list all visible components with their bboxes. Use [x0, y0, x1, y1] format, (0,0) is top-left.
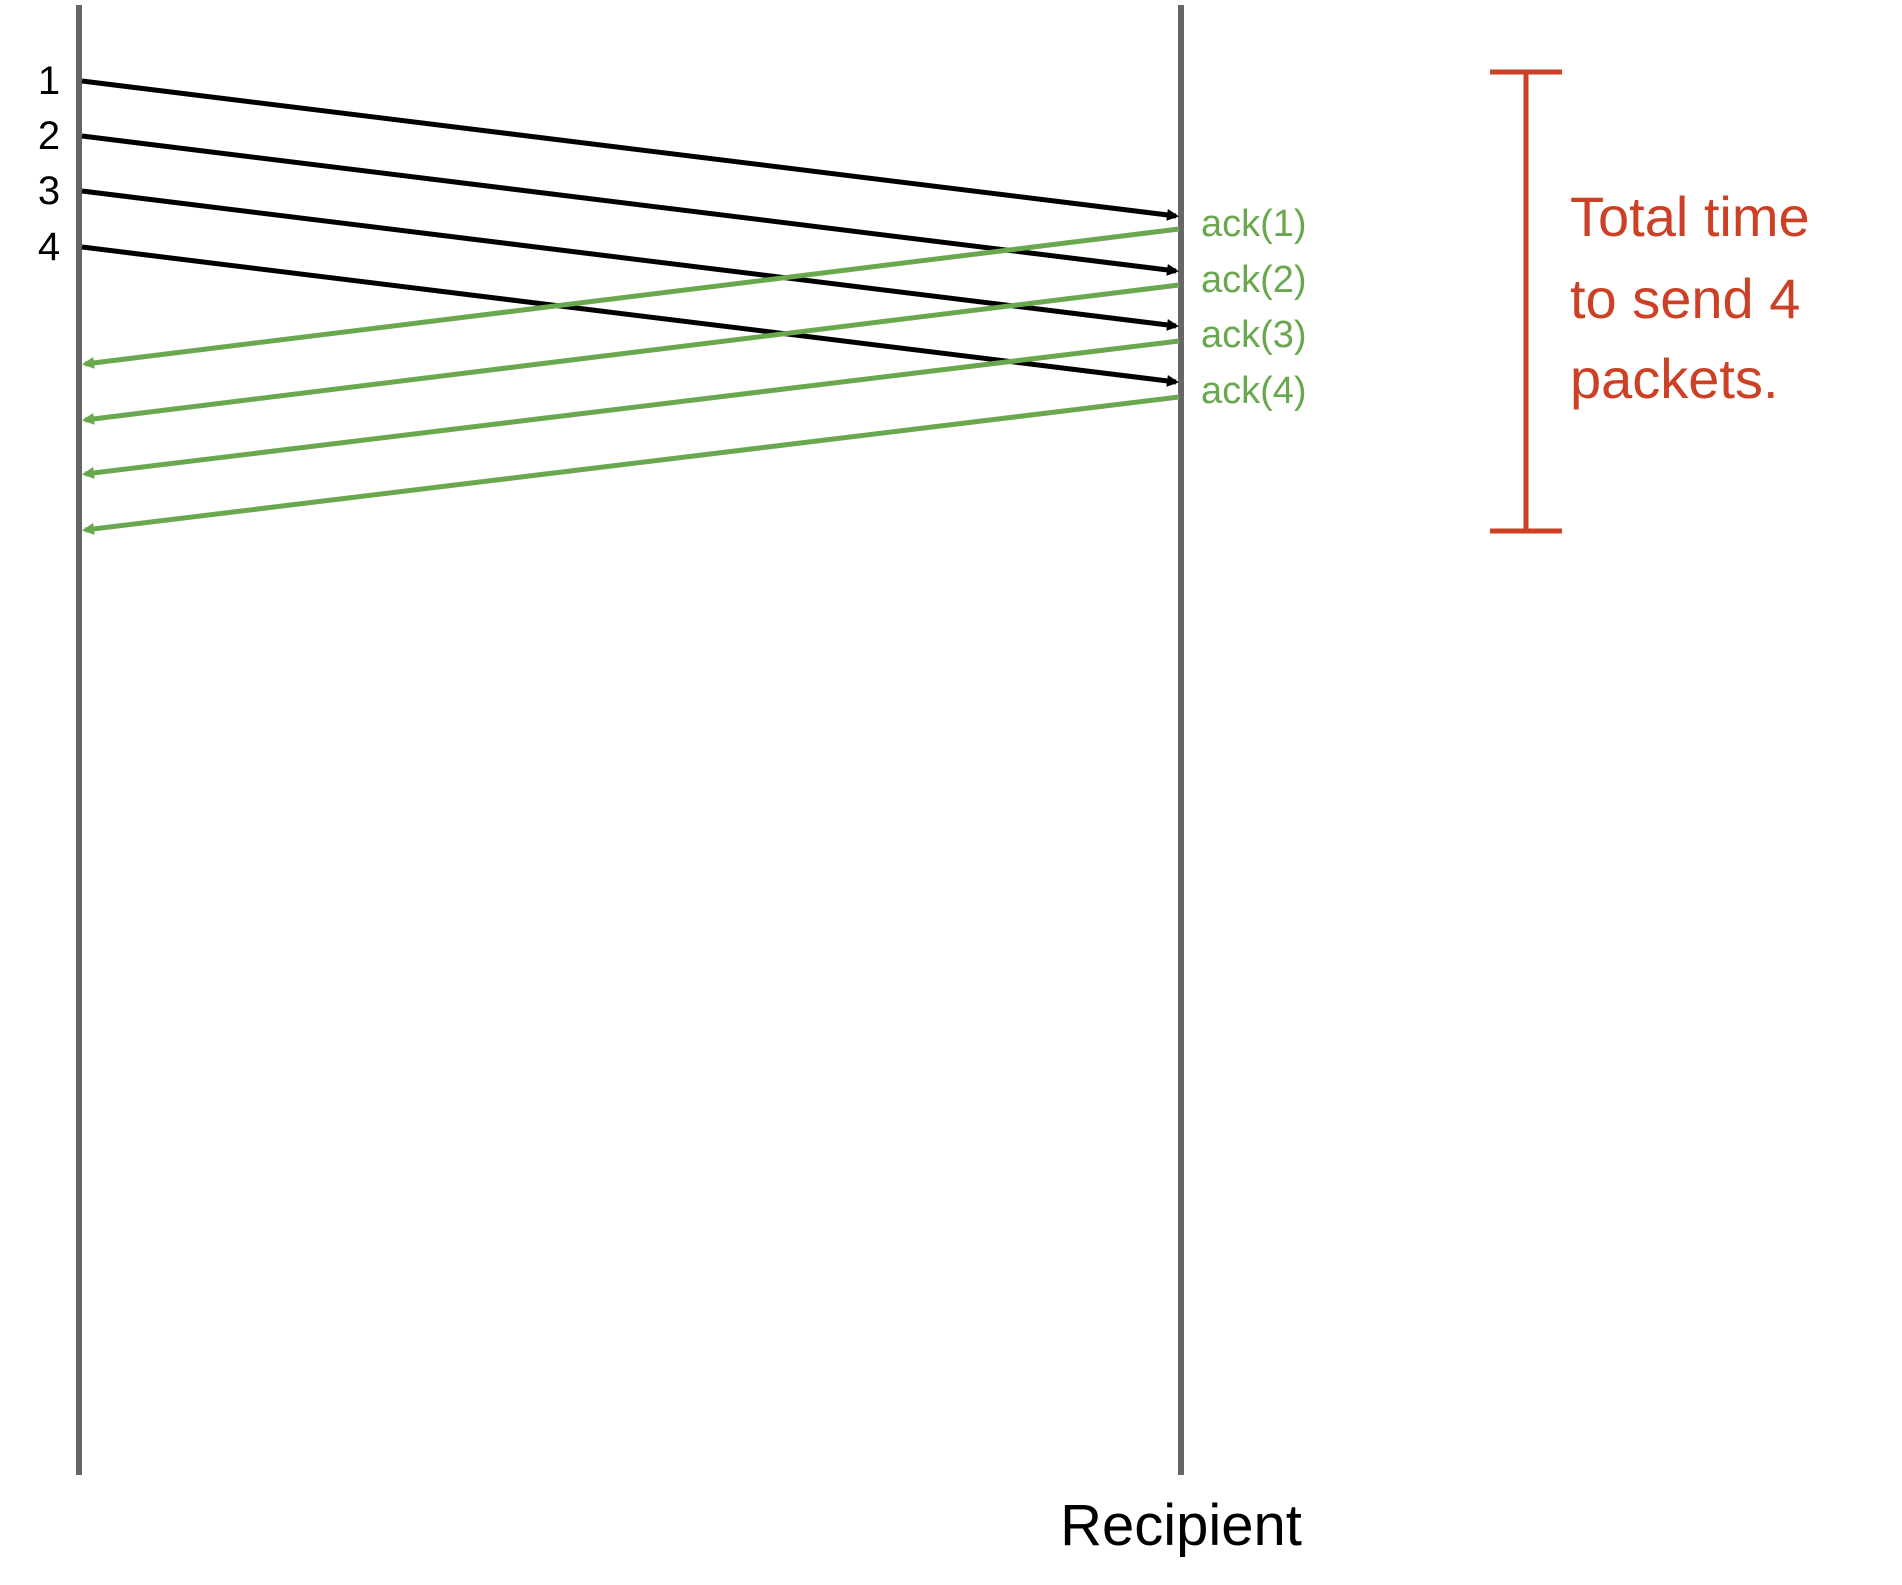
ack-label: ack(2) [1201, 259, 1307, 301]
ack-arrow [82, 338, 1180, 479]
ack-label: ack(3) [1201, 314, 1307, 356]
ack-label: ack(1) [1201, 203, 1307, 245]
packet-arrow [81, 78, 1179, 221]
ack-arrow [82, 282, 1180, 425]
ack-arrow [82, 394, 1180, 535]
bracket-text-line: Total time [1570, 185, 1810, 248]
bracket-text-line: packets. [1570, 347, 1779, 410]
recipient-label: Recipient [1060, 1493, 1302, 1558]
packet-label: 1 [38, 59, 60, 103]
packet-arrow [81, 133, 1179, 276]
packet-label: 4 [38, 225, 60, 269]
packet-label: 2 [38, 114, 60, 158]
packet-arrow [81, 188, 1179, 331]
time-bracket [1490, 69, 1562, 534]
bracket-text-line: to send 4 [1570, 267, 1800, 330]
packet-arrow [81, 244, 1179, 387]
ack-arrow [82, 226, 1180, 369]
ack-label: ack(4) [1201, 370, 1307, 412]
packet-label: 3 [38, 169, 60, 213]
